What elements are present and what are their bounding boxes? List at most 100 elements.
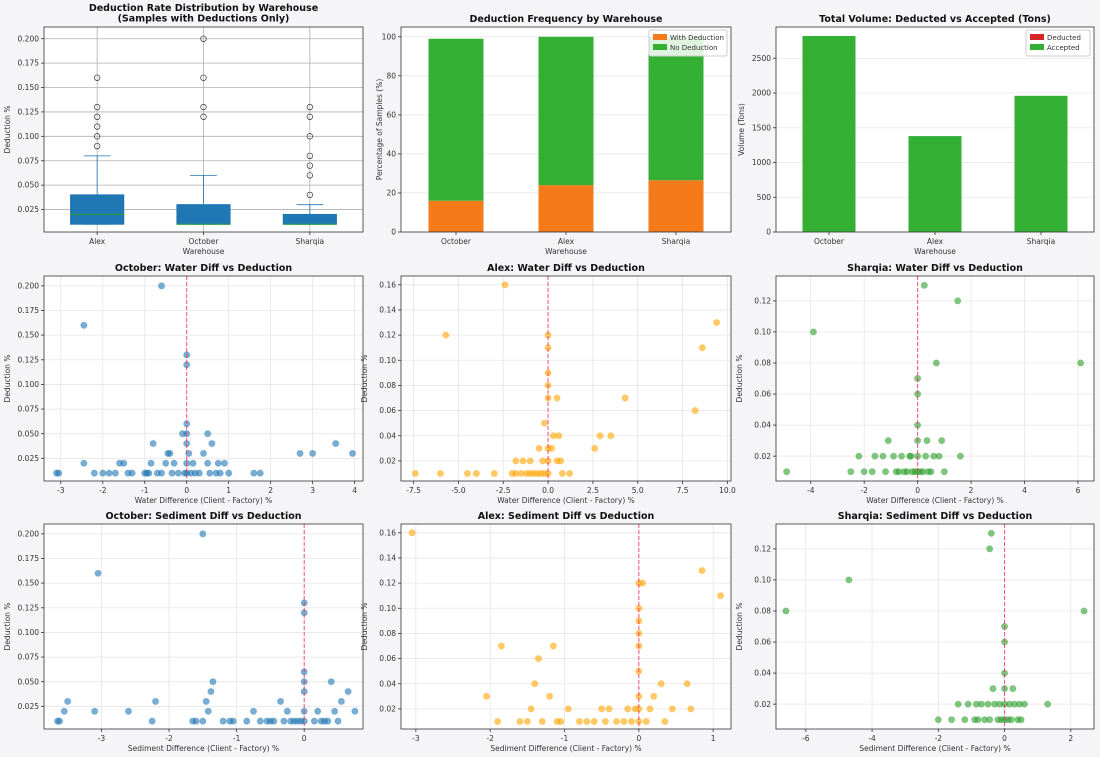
data-point [984, 700, 992, 708]
data-point [203, 429, 212, 438]
data-point [162, 459, 170, 467]
y-tick-label: 0.04 [754, 669, 771, 678]
chart-alex_sed: 0.02 0.04 0.06 0.08 0.10 0.12 0.14 0.16 -3 -2 -1 0 1… [360, 511, 732, 753]
y-axis-label: Deduction % [3, 603, 12, 651]
data-point [920, 281, 929, 290]
data-point [661, 717, 669, 726]
data-point [601, 717, 610, 726]
axes-frame [400, 523, 732, 730]
y-tick-label: 0.125 [18, 108, 40, 117]
data-point [249, 707, 258, 715]
data-point [555, 432, 563, 440]
y-tick-label: 0.075 [18, 405, 40, 414]
data-point [463, 469, 472, 478]
data-point [985, 715, 994, 724]
data-point [698, 566, 706, 575]
y-tick-label: 0.12 [379, 579, 396, 588]
chart-title: Alex: Sediment Diff vs Deduction [478, 511, 655, 522]
x-tick-label: -6 [802, 734, 810, 743]
data-point [436, 469, 445, 478]
data-point [716, 591, 725, 600]
data-point [490, 469, 498, 478]
data-point [691, 406, 699, 415]
data-point [884, 436, 892, 445]
data-point [250, 469, 258, 477]
y-axis-label: Percentage of Samples (%) [375, 79, 384, 181]
y-tick-label: 1500 [752, 123, 771, 132]
chart-title: Sharqia: Water Diff vs Deduction [847, 263, 1023, 274]
data-point [411, 469, 420, 478]
y-tick-label: 0.125 [18, 603, 40, 612]
data-point [351, 707, 359, 715]
x-axis-label: Sediment Difference (Client - Factory) % [490, 744, 641, 753]
x-tick-label: -4 [807, 486, 815, 495]
x-axis-label: Sediment Difference (Client - Factory) % [128, 744, 279, 753]
y-tick-label: 0.16 [379, 280, 396, 289]
data-point [99, 469, 107, 477]
x-tick-label: 1 [711, 734, 716, 743]
data-point [1043, 700, 1052, 708]
legend-label: Accepted [1047, 44, 1080, 52]
x-tick-label: -2 [99, 486, 107, 495]
y-tick-label: 0.175 [18, 554, 40, 563]
data-point [897, 452, 906, 460]
chart-sharqia_sed: 0.02 0.04 0.06 0.08 0.10 0.12 -6 -4 -2 0 2 Sharqia:… [735, 511, 1095, 753]
flier [306, 113, 313, 120]
y-tick-label: 0.025 [18, 702, 40, 711]
data-point [612, 717, 621, 726]
data-point [907, 452, 915, 460]
y-tick-label: 0.08 [754, 607, 771, 616]
y-axis-label: Deduction % [360, 355, 369, 403]
data-point [937, 436, 946, 445]
flier [306, 152, 313, 160]
x-tick-label: 10.0 [719, 486, 736, 495]
x-axis-label: Water Difference (Client - Factory) % [135, 496, 273, 505]
chart-title: Total Volume: Deducted vs Accepted (Tons… [819, 14, 1051, 25]
data-point [170, 459, 178, 467]
points [782, 281, 1085, 476]
data-point [1080, 607, 1088, 615]
y-tick-label: 0.200 [18, 529, 40, 538]
data-point [207, 687, 215, 696]
y-tick-label: 0.02 [379, 456, 396, 465]
y-axis-label: Deduction % [3, 106, 12, 154]
x-tick-label: 0 [302, 734, 307, 743]
data-point [327, 677, 335, 686]
data-point [987, 529, 996, 538]
y-tick-label: 0.06 [379, 406, 396, 415]
x-tick-label: -3 [412, 734, 420, 743]
data-point [627, 717, 636, 726]
data-point [516, 717, 524, 726]
data-point [845, 576, 853, 584]
data-point [623, 705, 632, 713]
y-axis-label: Deduction % [735, 603, 744, 651]
y-tick-label: 0.125 [18, 355, 40, 364]
y-tick-label: 0.02 [754, 700, 771, 709]
x-tick-label: October [814, 237, 845, 246]
x-tick-label: 2 [268, 486, 273, 495]
data-point [337, 697, 346, 706]
data-point [868, 467, 876, 476]
data-point [276, 697, 285, 706]
plot-area [776, 276, 1094, 481]
data-point [332, 439, 340, 448]
y-tick-label: 0.150 [18, 579, 40, 588]
y-tick-label: 0.175 [18, 59, 40, 68]
bar-no-deduction [428, 38, 484, 201]
data-point [855, 452, 863, 460]
data-point [596, 432, 604, 440]
data-point [280, 717, 288, 725]
x-tick-label: -2 [165, 734, 173, 743]
data-point [523, 717, 532, 726]
y-tick-label: 20 [386, 189, 396, 198]
data-point [621, 394, 629, 402]
chart-alex_water: 0.02 0.04 0.06 0.08 0.10 0.12 0.14 0.16 -7.5 -5.0… [360, 263, 736, 505]
data-point [935, 452, 943, 460]
data-point [564, 705, 572, 713]
points [52, 282, 357, 477]
data-point [954, 700, 962, 708]
chart-box: 0.025 0.050 0.075 0.100 0.125 0.150 0.175 0.200… [3, 3, 364, 256]
chart-title: October: Water Diff vs Deduction [115, 263, 292, 274]
data-point [344, 687, 352, 696]
